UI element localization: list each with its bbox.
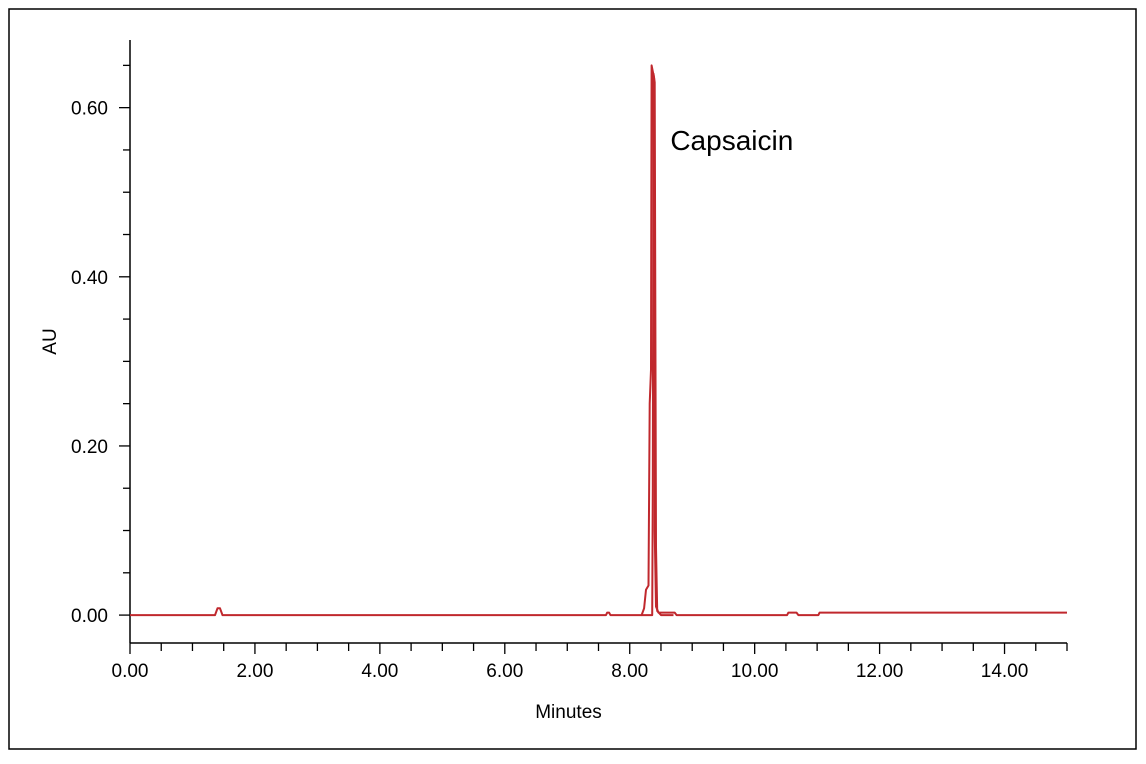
x-tick-label: 12.00 xyxy=(856,661,904,682)
y-tick-label: 0.60 xyxy=(71,99,108,120)
x-tick-label: 14.00 xyxy=(981,661,1029,682)
y-tick-label: 0.20 xyxy=(71,437,108,458)
y-tick-label: 0.00 xyxy=(71,606,108,627)
x-tick-label: 10.00 xyxy=(731,661,779,682)
peak-annotation: Capsaicin xyxy=(670,125,793,156)
y-axis-title: AU xyxy=(40,328,61,354)
x-tick-label: 2.00 xyxy=(236,661,273,682)
chart-border xyxy=(8,8,1137,750)
chromatogram-trace-1 xyxy=(130,64,1067,617)
x-tick-label: 6.00 xyxy=(486,661,523,682)
x-tick-label: 0.00 xyxy=(112,661,149,682)
x-tick-label: 4.00 xyxy=(361,661,398,682)
x-axis-title: Minutes xyxy=(535,702,602,723)
chromatogram-trace-2 xyxy=(641,72,674,617)
x-tick-label: 8.00 xyxy=(611,661,648,682)
y-tick-label: 0.40 xyxy=(71,268,108,289)
